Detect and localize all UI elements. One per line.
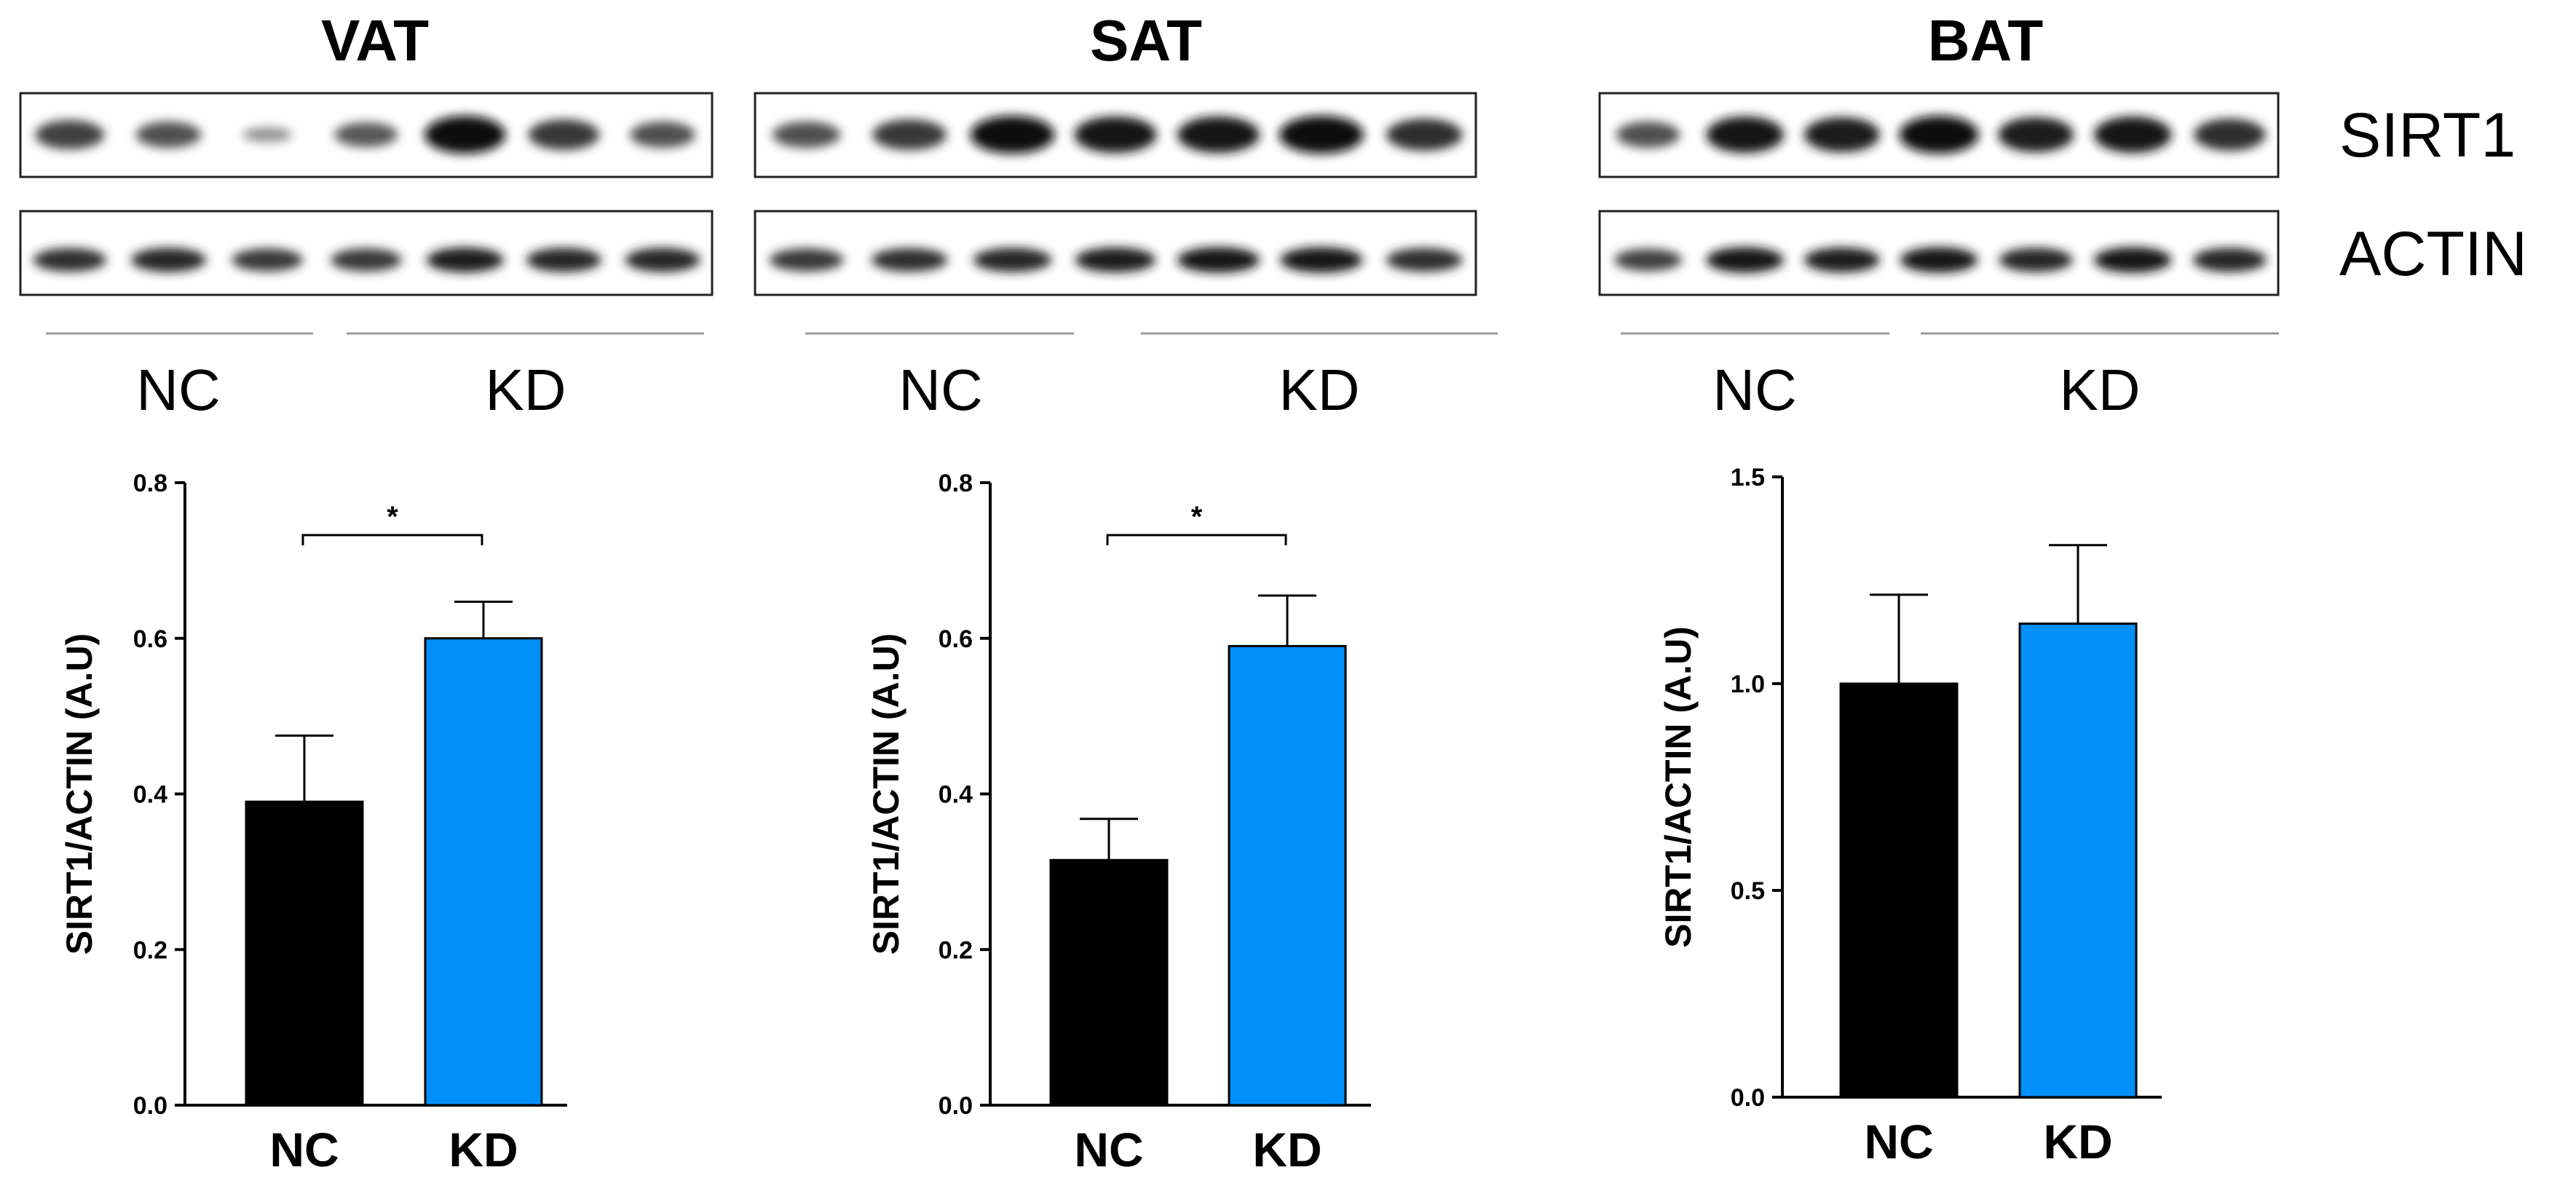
bar-nc — [1839, 682, 1959, 1099]
bar-chart-vat: 0.0 0.2 0.4 0.6 0.8 SIRT1/ACTIN (A.U) NC KD * — [59, 470, 567, 1177]
blot-band-sat-actin-1 — [769, 248, 844, 272]
blot-band-bat-sirt1-1 — [1616, 122, 1680, 148]
blot-band-bat-sirt1-7 — [2194, 119, 2266, 151]
blot-band-bat-sirt1-3 — [1803, 117, 1880, 152]
group-label-bat-nc: NC — [1712, 357, 1797, 422]
blot-band-bat-actin-4 — [1900, 247, 1978, 273]
blot-bands — [33, 116, 2267, 273]
blot-band-sat-sirt1-4 — [1074, 116, 1157, 153]
blot-band-vat-actin-6 — [526, 248, 602, 272]
blot-band-vat-sirt1-4 — [334, 122, 398, 147]
blot-band-sat-actin-7 — [1386, 248, 1463, 272]
bar-nc — [1049, 858, 1169, 1107]
y-tick-label: 0.5 — [1731, 877, 1765, 905]
y-tick-label: 0.8 — [939, 470, 973, 497]
x-category-label: NC — [1864, 1115, 1933, 1169]
blot-band-sat-sirt1-7 — [1386, 119, 1463, 151]
y-tick-label: 0.4 — [939, 781, 973, 809]
blot-band-sat-actin-6 — [1280, 247, 1363, 273]
blot-band-sat-sirt1-2 — [872, 119, 947, 150]
y-tick-label: 0.0 — [1731, 1084, 1765, 1112]
blot-band-bat-actin-1 — [1613, 248, 1683, 272]
blot-band-vat-sirt1-2 — [135, 122, 202, 148]
bar-kd — [2018, 622, 2138, 1099]
blot-band-vat-actin-7 — [625, 248, 700, 272]
blot-band-sat-sirt1-6 — [1279, 116, 1364, 154]
group-label-vat-kd: KD — [485, 357, 566, 422]
x-category-label: KD — [2043, 1115, 2112, 1169]
blot-band-sat-actin-5 — [1177, 247, 1260, 273]
group-label-bat-kd: KD — [2059, 357, 2140, 422]
y-tick-label: 0.4 — [133, 781, 167, 809]
blot-band-vat-sirt1-5 — [424, 116, 506, 154]
blot-band-vat-sirt1-1 — [35, 120, 105, 149]
x-category-label: KD — [1252, 1123, 1321, 1177]
y-axis-label: SIRT1/ACTIN (A.U) — [59, 633, 100, 955]
panel-title-sat: SAT — [1090, 8, 1202, 73]
significance-bracket — [301, 534, 483, 545]
group-label-vat-nc: NC — [136, 357, 221, 422]
y-tick-label: 0.6 — [939, 625, 973, 653]
blot-band-sat-sirt1-1 — [773, 122, 841, 148]
y-axis-label: SIRT1/ACTIN (A.U) — [1658, 626, 1699, 948]
x-category-label: NC — [1074, 1123, 1143, 1177]
significance-marker: * — [387, 501, 398, 533]
y-tick-label: 0.2 — [939, 936, 973, 964]
bar-kd — [424, 637, 543, 1107]
bar-kd — [1228, 644, 1347, 1107]
blot-band-vat-actin-3 — [232, 248, 304, 272]
blot-band-sat-actin-3 — [973, 248, 1052, 272]
x-category-label: KD — [449, 1123, 518, 1177]
significance-bracket — [1106, 534, 1287, 545]
y-tick-label: 0.8 — [133, 470, 167, 497]
blot-band-sat-sirt1-5 — [1177, 116, 1260, 153]
blot-band-bat-actin-3 — [1803, 247, 1880, 273]
blot-band-bat-sirt1-2 — [1706, 116, 1784, 153]
blot-band-bat-actin-5 — [1999, 248, 2073, 272]
group-label-sat-nc: NC — [898, 357, 983, 422]
blot-band-sat-actin-2 — [871, 248, 948, 272]
bar-chart-bat: 0.0 0.5 1.0 1.5 SIRT1/ACTIN (A.U) NC KD — [1658, 464, 2162, 1169]
y-tick-label: 1.5 — [1731, 464, 1765, 491]
blot-band-vat-actin-5 — [426, 247, 504, 273]
group-label-sat-kd: KD — [1279, 357, 1359, 422]
blot-label-actin: ACTIN — [2339, 219, 2527, 289]
bar-nc — [245, 800, 364, 1107]
y-tick-label: 0.0 — [939, 1092, 973, 1120]
blot-label-sirt1: SIRT1 — [2339, 100, 2516, 170]
y-tick-label: 0.6 — [133, 625, 167, 653]
blot-band-bat-sirt1-6 — [2094, 116, 2172, 153]
blot-band-sat-sirt1-3 — [970, 116, 1055, 154]
y-axis-label: SIRT1/ACTIN (A.U) — [866, 633, 906, 955]
blot-band-bat-sirt1-4 — [1899, 116, 1979, 154]
x-category-label: NC — [269, 1123, 339, 1177]
y-tick-label: 0.0 — [133, 1092, 167, 1120]
y-tick-label: 1.0 — [1731, 671, 1765, 698]
blot-band-vat-sirt1-6 — [528, 119, 600, 150]
blot-band-vat-actin-4 — [331, 248, 402, 272]
blot-band-bat-sirt1-5 — [1998, 117, 2074, 152]
blot-band-bat-actin-2 — [1706, 247, 1784, 273]
panel-title-vat: VAT — [321, 8, 429, 73]
blot-band-vat-sirt1-7 — [630, 122, 695, 148]
panel-title-bat: BAT — [1928, 8, 2044, 73]
blot-band-bat-actin-7 — [2192, 248, 2267, 272]
blot-band-sat-actin-4 — [1075, 247, 1156, 273]
blot-band-bat-actin-6 — [2094, 247, 2172, 273]
blot-band-vat-actin-2 — [131, 248, 207, 272]
blot-band-vat-actin-1 — [33, 248, 107, 272]
blot-band-vat-sirt1-3 — [242, 127, 293, 142]
bar-chart-sat: 0.0 0.2 0.4 0.6 0.8 SIRT1/ACTIN (A.U) NC KD * — [866, 470, 1371, 1177]
y-tick-label: 0.2 — [133, 936, 167, 964]
significance-marker: * — [1191, 501, 1203, 533]
